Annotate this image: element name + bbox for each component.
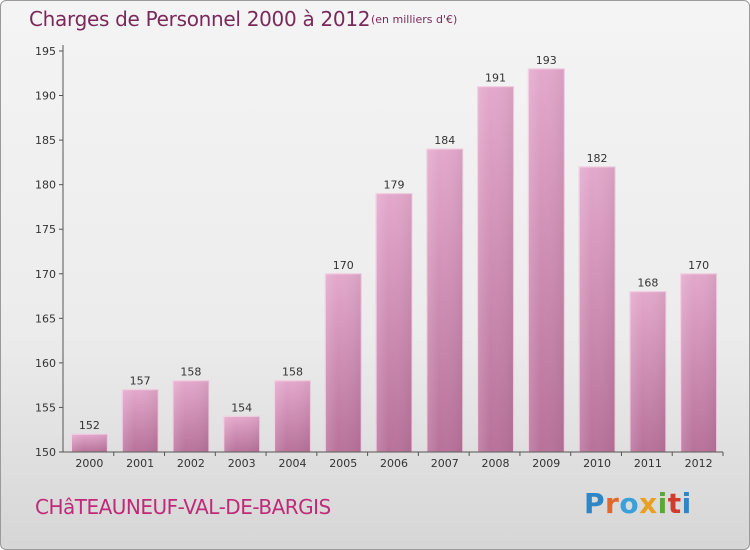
data-label-2009: 193 [536, 54, 557, 67]
bar-shine-2001 [122, 389, 159, 452]
bar-shine-2003 [223, 416, 260, 452]
bar-shine-2012 [680, 273, 717, 452]
bar-shine-2010 [579, 166, 616, 452]
bar-shine-2002 [172, 380, 209, 452]
data-label-2005: 170 [333, 259, 354, 272]
y-tick-label-195: 195 [35, 45, 56, 58]
proxiti-logo[interactable]: Proxiti [584, 487, 692, 520]
x-tick-label-2009: 2009 [532, 457, 560, 470]
y-tick-label-170: 170 [35, 268, 56, 281]
bar-shine-2004 [274, 380, 311, 452]
logo-letter: r [605, 487, 620, 520]
logo-letter: t [667, 487, 682, 520]
data-label-2010: 182 [587, 152, 608, 165]
data-label-2008: 191 [485, 72, 506, 85]
y-tick-label-175: 175 [35, 223, 56, 236]
x-tick-label-2012: 2012 [685, 457, 713, 470]
data-label-2007: 184 [434, 134, 455, 147]
x-tick-label-2011: 2011 [634, 457, 662, 470]
x-tick-label-2007: 2007 [431, 457, 459, 470]
bar-shine-2005 [325, 273, 362, 452]
logo-letter: x [639, 487, 658, 520]
bars-group: 152 157 158 154 158 170 179 184 191 193 182 168 170 [70, 54, 718, 453]
y-tick-label-185: 185 [35, 134, 56, 147]
data-label-2003: 154 [231, 401, 252, 414]
municipality-name: CHâTEAUNEUF-VAL-DE-BARGIS [35, 495, 331, 519]
x-tick-label-2003: 2003 [228, 457, 256, 470]
logo-letter: i [657, 487, 668, 520]
data-label-2006: 179 [384, 179, 405, 192]
y-tick-label-155: 155 [35, 401, 56, 414]
data-label-2004: 158 [282, 366, 303, 379]
x-tick-label-2004: 2004 [278, 457, 306, 470]
bar-shine-2009 [528, 68, 565, 453]
chart-title: Charges de Personnel 2000 à 2012 [29, 7, 371, 31]
x-tick-label-2008: 2008 [482, 457, 510, 470]
axes-group: 2000 2001 2002 2003 2004 2005 2006 2007 2008 2009… [35, 45, 724, 470]
x-tick-label-2001: 2001 [126, 457, 154, 470]
bar-shine-2006 [376, 193, 412, 453]
x-tick-label-2005: 2005 [329, 457, 357, 470]
x-tick-label-2006: 2006 [380, 457, 408, 470]
bar-shine-2008 [477, 86, 514, 453]
y-tick-label-150: 150 [35, 446, 56, 459]
y-tick-label-180: 180 [35, 179, 56, 192]
logo-letter: i [681, 487, 692, 520]
x-tick-label-2002: 2002 [177, 457, 205, 470]
logo-letter: P [584, 487, 606, 520]
logo-letter: o [619, 487, 640, 520]
chart-subtitle: (en milliers d'€) [371, 13, 458, 26]
data-label-2011: 168 [637, 277, 658, 290]
data-label-2002: 158 [180, 366, 201, 379]
y-tick-label-190: 190 [35, 90, 56, 103]
bar-shine-2000 [71, 434, 108, 452]
x-tick-label-2000: 2000 [75, 457, 103, 470]
bar-shine-2011 [629, 291, 666, 452]
y-tick-label-165: 165 [35, 312, 56, 325]
y-tick-label-160: 160 [35, 357, 56, 370]
data-label-2000: 152 [79, 419, 100, 432]
data-label-2012: 170 [688, 259, 709, 272]
bar-shine-2007 [426, 149, 463, 452]
data-label-2001: 157 [130, 375, 151, 388]
x-tick-label-2010: 2010 [583, 457, 611, 470]
